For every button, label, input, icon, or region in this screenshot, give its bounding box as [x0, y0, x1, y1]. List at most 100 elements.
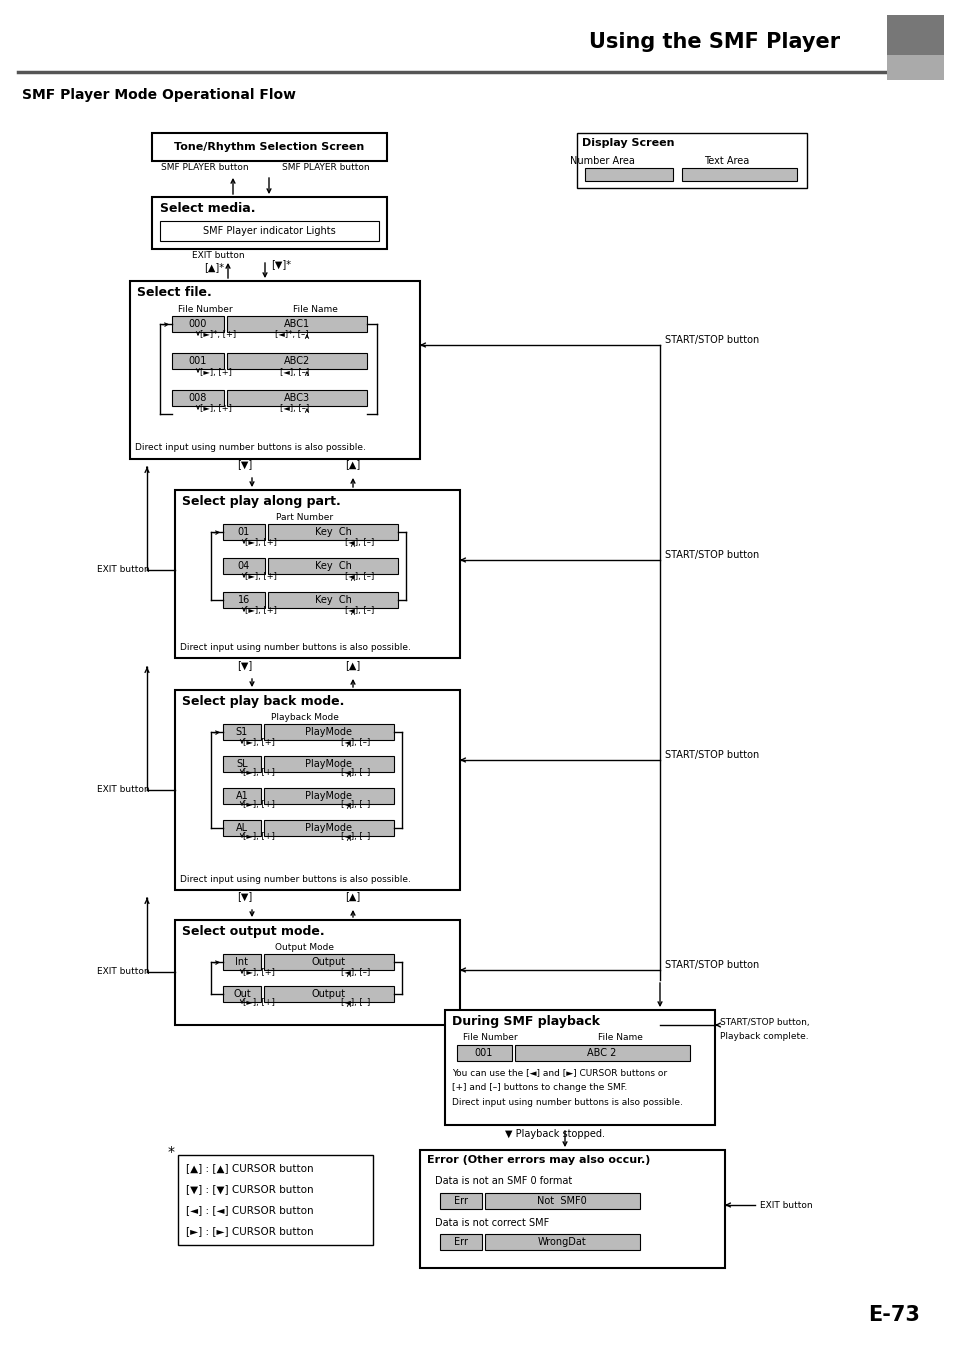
Bar	[886, 15, 943, 55]
Text: ABC 2: ABC 2	[587, 1047, 616, 1058]
Text: Out: Out	[233, 989, 251, 999]
Bar	[577, 133, 806, 187]
Text: ▼ Playback stopped.: ▼ Playback stopped.	[504, 1130, 604, 1139]
Bar	[484, 1233, 639, 1250]
Text: EXIT button: EXIT button	[192, 252, 244, 260]
Text: [►], [+]: [►], [+]	[243, 739, 274, 748]
Text: File Name: File Name	[293, 305, 337, 314]
Text: Output: Output	[312, 957, 346, 967]
Bar	[172, 353, 224, 369]
Bar	[264, 724, 394, 740]
Bar	[439, 1233, 481, 1250]
Bar	[264, 820, 394, 836]
Text: [◄], [–]: [◄], [–]	[340, 833, 370, 841]
Text: Select play back mode.: Select play back mode.	[182, 696, 344, 708]
Text: Direct input using number buttons is also possible.: Direct input using number buttons is als…	[180, 875, 411, 884]
Bar	[681, 168, 796, 181]
Text: Key  Ch: Key Ch	[314, 594, 351, 605]
Bar	[223, 820, 261, 836]
Bar	[152, 133, 387, 160]
Text: PlayMode: PlayMode	[305, 824, 352, 833]
Text: Select play along part.: Select play along part.	[182, 495, 340, 508]
Text: [◄], [–]: [◄], [–]	[340, 739, 370, 748]
Text: Not  SMF0: Not SMF0	[537, 1196, 586, 1206]
Bar	[227, 353, 367, 369]
Bar	[223, 524, 265, 541]
Text: Error (Other errors may also occur.): Error (Other errors may also occur.)	[427, 1155, 650, 1165]
Bar	[268, 558, 397, 574]
Text: START/STOP button: START/STOP button	[664, 550, 759, 559]
Text: [▲]: [▲]	[345, 891, 360, 900]
Text: EXIT button: EXIT button	[97, 566, 150, 574]
Text: [►], [+]: [►], [+]	[243, 768, 274, 778]
Text: EXIT button: EXIT button	[97, 968, 150, 976]
Text: [◄], [–]: [◄], [–]	[344, 607, 374, 616]
Bar	[439, 1193, 481, 1209]
Text: Number Area: Number Area	[569, 156, 634, 166]
Text: File Number: File Number	[462, 1033, 517, 1042]
Bar	[886, 55, 943, 80]
Text: SMF Player Mode Operational Flow: SMF Player Mode Operational Flow	[22, 88, 295, 102]
Bar	[268, 524, 397, 541]
Bar	[444, 1010, 714, 1126]
Bar	[223, 954, 261, 971]
Bar	[174, 919, 459, 1024]
Text: File Number: File Number	[177, 305, 233, 314]
Text: [◄], [–]: [◄], [–]	[344, 573, 374, 581]
Text: [►], [+]: [►], [+]	[245, 607, 276, 616]
Text: [▲]: [▲]	[345, 661, 360, 670]
Bar	[419, 1150, 724, 1268]
Text: ABC3: ABC3	[284, 394, 310, 403]
Bar	[584, 168, 672, 181]
Bar	[223, 558, 265, 574]
Text: START/STOP button,: START/STOP button,	[720, 1018, 809, 1027]
Text: [►], [+]: [►], [+]	[245, 538, 276, 547]
Text: START/STOP button: START/STOP button	[664, 749, 759, 760]
Text: ABC2: ABC2	[284, 356, 310, 367]
Text: [►]*, [+]: [►]*, [+]	[200, 330, 236, 340]
Text: [►], [+]: [►], [+]	[245, 573, 276, 581]
Text: Int: Int	[235, 957, 248, 967]
Text: Data is not correct SMF: Data is not correct SMF	[435, 1219, 549, 1228]
Bar	[152, 197, 387, 249]
Text: 01: 01	[237, 527, 250, 537]
Text: [◄], [–]: [◄], [–]	[340, 968, 370, 977]
Text: PlayMode: PlayMode	[305, 791, 352, 801]
Text: Part Number: Part Number	[276, 514, 334, 522]
Text: Text Area: Text Area	[703, 156, 749, 166]
Bar	[223, 724, 261, 740]
Text: Direct input using number buttons is also possible.: Direct input using number buttons is als…	[135, 443, 366, 452]
Text: You can use the [◄] and [►] CURSOR buttons or: You can use the [◄] and [►] CURSOR butto…	[452, 1068, 666, 1077]
Text: *: *	[168, 1144, 174, 1159]
Text: [▼]: [▼]	[237, 891, 253, 900]
Bar	[223, 592, 265, 608]
Text: [▲] : [▲] CURSOR button: [▲] : [▲] CURSOR button	[186, 1163, 314, 1173]
Text: [▼]*: [▼]*	[271, 259, 291, 270]
Text: [▼]: [▼]	[237, 460, 253, 469]
Text: Direct input using number buttons is also possible.: Direct input using number buttons is als…	[452, 1099, 682, 1107]
Bar	[174, 690, 459, 890]
Text: [►], [+]: [►], [+]	[243, 833, 274, 841]
Bar	[227, 315, 367, 332]
Text: [►], [+]: [►], [+]	[200, 404, 232, 414]
Bar	[160, 221, 378, 241]
Bar	[264, 985, 394, 1002]
Bar	[130, 280, 419, 460]
Bar	[515, 1045, 689, 1061]
Text: Direct input using number buttons is also possible.: Direct input using number buttons is als…	[180, 643, 411, 652]
Text: File Name: File Name	[597, 1033, 641, 1042]
Bar	[264, 756, 394, 772]
Text: WrongDat: WrongDat	[537, 1237, 586, 1247]
Text: [▼]: [▼]	[237, 661, 253, 670]
Text: PlayMode: PlayMode	[305, 759, 352, 768]
Bar	[174, 491, 459, 658]
Text: [▼] : [▼] CURSOR button: [▼] : [▼] CURSOR button	[186, 1184, 314, 1194]
Text: SMF PLAYER button: SMF PLAYER button	[161, 163, 249, 173]
Text: 000: 000	[189, 319, 207, 329]
Text: During SMF playback: During SMF playback	[452, 1015, 599, 1029]
Text: [◄], [–]: [◄], [–]	[340, 999, 370, 1007]
Text: Select media.: Select media.	[160, 202, 255, 214]
Bar	[264, 789, 394, 803]
Text: Tone/Rhythm Selection Screen: Tone/Rhythm Selection Screen	[173, 142, 364, 152]
Text: START/STOP button: START/STOP button	[664, 960, 759, 971]
